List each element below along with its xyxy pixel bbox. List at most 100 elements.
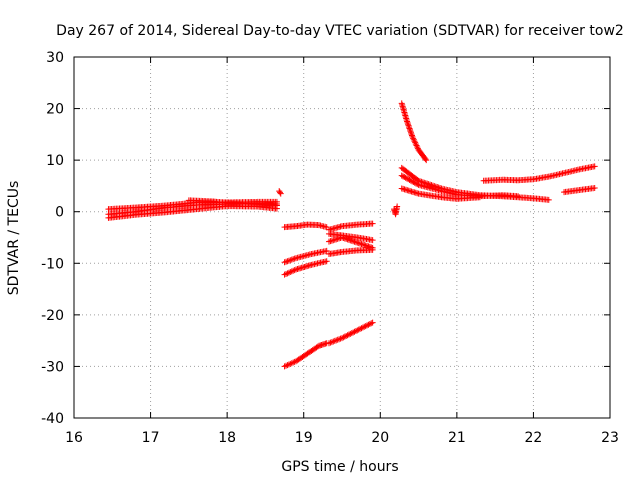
data-point [277,190,284,197]
data-point [398,172,405,179]
data-point [407,177,414,184]
y-tick-label: 20 [46,102,64,118]
data-point [288,268,295,275]
data-series-track-5 [276,188,284,197]
data-point [334,336,341,343]
data-point [343,332,350,339]
data-point [314,343,321,350]
data-point [394,203,401,210]
data-point [287,257,294,264]
data-point [285,269,292,276]
data-point [400,173,407,180]
data-series-track-16 [398,100,430,164]
data-point [287,269,294,276]
data-point [366,320,373,327]
data-point [281,363,288,370]
data-point [337,335,344,342]
y-tick-label: -10 [41,256,64,272]
data-point [290,359,297,366]
tick-layer: 16 17 18 19 20 21 22 23 30 20 10 0 -10 -20 -30 -40 [41,50,619,446]
data-point [281,259,288,266]
data-point [423,157,430,164]
data-series-track-12 [325,230,376,244]
x-axis-label: GPS time / hours [281,459,398,475]
data-point [412,180,419,187]
point-layer [105,100,598,370]
data-point [331,337,338,344]
data-series-track-4 [185,197,280,209]
data-point [288,360,295,367]
y-tick-label: -40 [41,411,64,427]
data-point [401,174,408,181]
data-point [545,196,552,203]
data-point [291,267,298,274]
data-series-track-9 [281,340,330,370]
data-point [405,176,412,183]
data-point [273,202,280,209]
y-tick-label: -30 [41,359,64,375]
data-point [406,176,413,183]
y-tick-label: 10 [46,153,64,169]
data-point [336,336,343,343]
data-point [290,256,297,263]
data-point [369,246,376,253]
data-point [410,136,417,143]
data-series-track-6 [281,221,330,231]
data-point [410,135,417,142]
data-point [354,327,361,334]
y-tick-label: 30 [46,50,64,66]
data-point [591,184,598,191]
data-point [281,271,288,278]
data-point [411,138,418,145]
data-point [348,330,355,337]
data-point [323,247,330,254]
data-point [364,322,371,329]
data-point [413,142,420,149]
data-series-track-11 [325,220,376,233]
data-series-track-20 [480,163,598,184]
data-point [339,335,345,342]
data-point [287,360,294,367]
data-point [327,339,334,346]
data-series-track-7 [281,247,330,266]
data-point [412,139,419,146]
data-point [352,328,359,335]
grid-layer [74,57,610,418]
data-point [350,329,357,336]
data-point [369,319,376,326]
data-point [285,361,292,368]
data-point [361,323,368,330]
data-point [284,258,291,265]
x-tick-label: 23 [601,430,619,446]
data-point [476,194,483,201]
y-tick-label: 0 [55,205,64,221]
x-tick-label: 18 [218,430,236,446]
data-point [369,237,376,244]
data-point [414,181,421,188]
data-point [414,143,421,150]
y-tick-label: -20 [41,308,64,324]
data-point [402,174,409,181]
data-point [365,321,372,328]
data-point [291,255,298,262]
data-point [347,330,354,337]
data-point [368,320,375,327]
data-point [276,189,283,196]
x-tick-label: 20 [371,430,389,446]
data-series-track-18 [398,172,522,200]
data-series-track-15 [391,203,401,218]
data-point [325,340,332,347]
data-point [359,324,366,331]
data-point [285,257,292,264]
data-series-track-14 [325,246,376,258]
data-series-track-10 [325,319,376,347]
data-point [410,179,417,186]
plot-frame [73,56,611,419]
data-point [328,339,335,346]
data-point [362,323,369,330]
data-point [283,258,290,265]
data-point [284,270,291,277]
data-point [351,328,358,335]
data-point [284,362,291,369]
